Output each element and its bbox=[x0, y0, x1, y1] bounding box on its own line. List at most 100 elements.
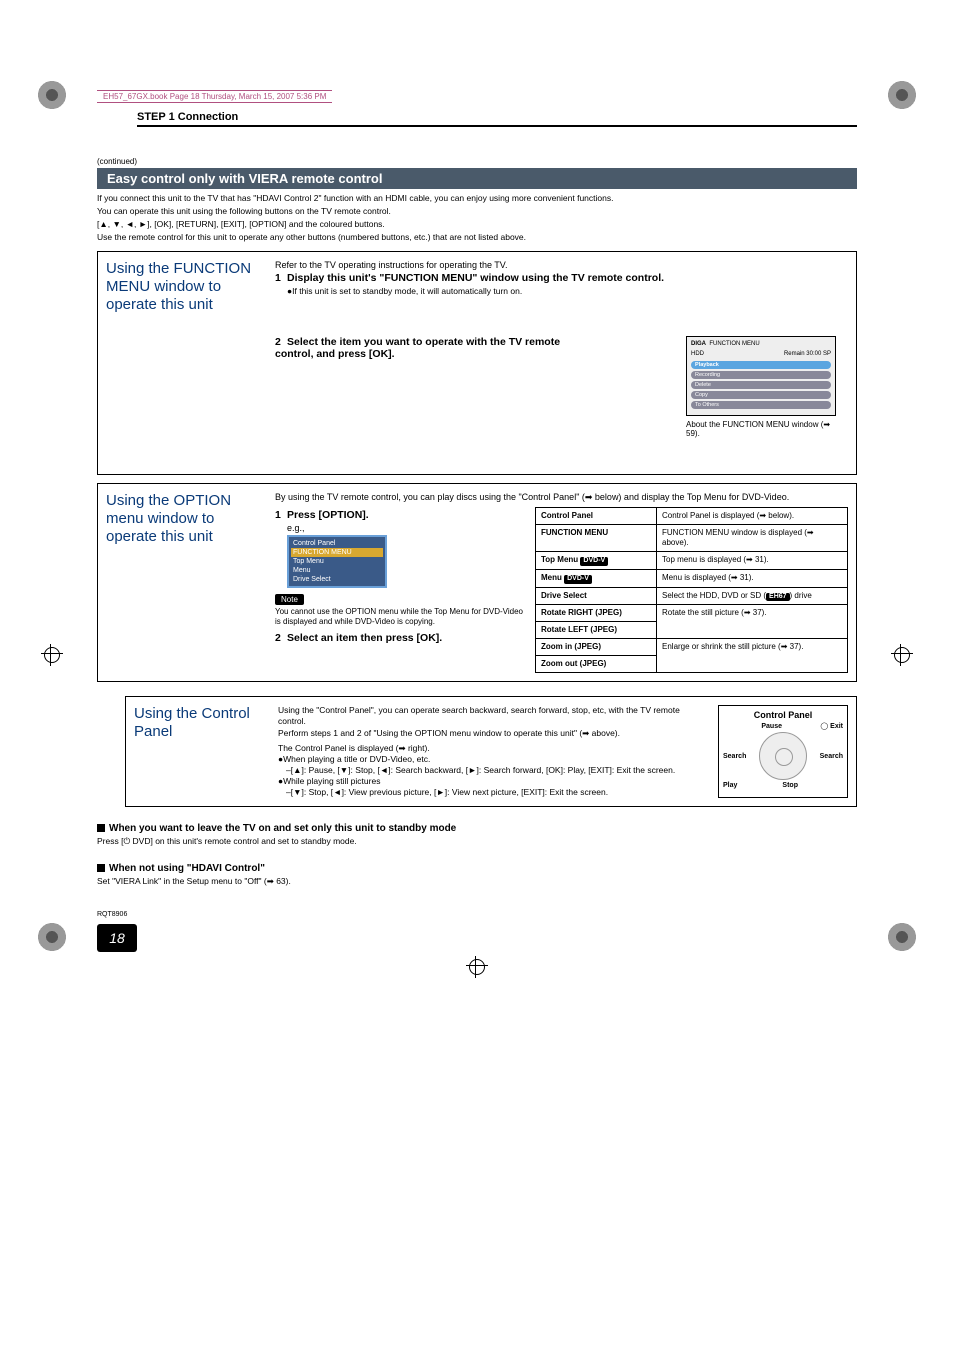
page-number: 18 bbox=[97, 924, 137, 952]
sub-heading: When you want to leave the TV on and set… bbox=[97, 823, 857, 834]
panel-title: Control Panel bbox=[723, 710, 843, 720]
crop-mark-bl bbox=[37, 922, 67, 952]
step-text: Display this unit's "FUNCTION MENU" wind… bbox=[287, 272, 664, 284]
table-row: Drive Select Select the HDD, DVD or SD (… bbox=[536, 587, 848, 605]
section-header: STEP 1 Connection bbox=[137, 111, 857, 127]
step-heading: 1Display this unit's "FUNCTION MENU" win… bbox=[275, 272, 848, 284]
model-badge: EH67 bbox=[766, 593, 790, 602]
format-badge: DVD-V bbox=[580, 557, 608, 566]
drive-label: HDD bbox=[691, 351, 704, 357]
pre-text: Refer to the TV operating instructions f… bbox=[275, 260, 848, 270]
func-item: To Others bbox=[691, 401, 831, 409]
option-key: FUNCTION MENU bbox=[536, 525, 657, 552]
table-row: Zoom in (JPEG) Enlarge or shrink the sti… bbox=[536, 639, 848, 656]
section-function-menu: Using the FUNCTION MENU window to operat… bbox=[97, 251, 857, 475]
format-badge: DVD-V bbox=[564, 575, 592, 584]
body-text: Perform steps 1 and 2 of "Using the OPTI… bbox=[278, 728, 706, 739]
step-heading: 2Select the item you want to operate wit… bbox=[275, 336, 595, 360]
step-text: Select an item then press [OK]. bbox=[287, 632, 442, 644]
option-desc: Top menu is displayed (➡ 31). bbox=[657, 552, 848, 570]
option-key: Menu DVD-V bbox=[536, 569, 657, 587]
popup-item: Drive Select bbox=[291, 575, 383, 584]
remain-label: Remain 30:00 SP bbox=[784, 351, 831, 357]
body-text: The Control Panel is displayed (➡ right)… bbox=[278, 743, 706, 754]
body-text: ●While playing still pictures bbox=[278, 776, 706, 787]
intro-line: [▲, ▼, ◄, ►], [OK], [RETURN], [EXIT], [O… bbox=[97, 219, 857, 230]
option-key: Rotate LEFT (JPEG) bbox=[536, 622, 657, 639]
func-item: Playback bbox=[691, 361, 831, 369]
section-option-menu: Using the OPTION menu window to operate … bbox=[97, 483, 857, 682]
book-meta: EH57_67GX.book Page 18 Thursday, March 1… bbox=[97, 90, 332, 103]
note-label: Note bbox=[275, 594, 304, 605]
popup-item-selected: FUNCTION MENU bbox=[291, 548, 383, 557]
sub-text: Set "VIERA Link" in the Setup menu to "O… bbox=[97, 876, 857, 887]
body-text: Using the "Control Panel", you can opera… bbox=[278, 705, 706, 727]
section-control-panel: Using the Control Panel Using the "Contr… bbox=[125, 696, 857, 806]
pause-label: Pause bbox=[761, 723, 782, 730]
intro-line: Use the remote control for this unit to … bbox=[97, 232, 857, 243]
crop-mark-tl bbox=[37, 80, 67, 110]
search-label: Search bbox=[723, 753, 746, 760]
table-row: FUNCTION MENU FUNCTION MENU window is di… bbox=[536, 525, 848, 552]
table-row: Top Menu DVD-V Top menu is displayed (➡ … bbox=[536, 552, 848, 570]
option-desc: Control Panel is displayed (➡ below). bbox=[657, 508, 848, 525]
registration-mark-right bbox=[887, 640, 917, 670]
option-key: Drive Select bbox=[536, 587, 657, 605]
function-menu-illustration: DIGA FUNCTION MENU HDD Remain 30:00 SP P… bbox=[686, 336, 836, 438]
exit-label: Exit bbox=[830, 723, 843, 730]
step-text: Press [OPTION]. bbox=[287, 509, 369, 521]
intro-block: If you connect this unit to the TV that … bbox=[97, 193, 857, 243]
note-text: You cannot use the OPTION menu while the… bbox=[275, 607, 525, 626]
option-key: Zoom in (JPEG) bbox=[536, 639, 657, 656]
option-desc: FUNCTION MENU window is displayed (➡ abo… bbox=[657, 525, 848, 552]
option-key: Control Panel bbox=[536, 508, 657, 525]
intro-line: You can operate this unit using the foll… bbox=[97, 206, 857, 217]
body-text: –[▲]: Pause, [▼]: Stop, [◄]: Search back… bbox=[286, 765, 706, 776]
body-text: ●When playing a title or DVD-Video, etc. bbox=[278, 754, 706, 765]
section-title: Using the FUNCTION MENU window to operat… bbox=[106, 260, 261, 466]
func-item: Delete bbox=[691, 381, 831, 389]
intro-line: If you connect this unit to the TV that … bbox=[97, 193, 857, 204]
crop-mark-tr bbox=[887, 80, 917, 110]
square-bullet-icon bbox=[97, 864, 105, 872]
registration-mark-bottom bbox=[462, 952, 492, 982]
option-key: Rotate RIGHT (JPEG) bbox=[536, 605, 657, 622]
popup-item: Top Menu bbox=[291, 557, 383, 566]
brand-label: DIGA FUNCTION MENU bbox=[691, 341, 760, 347]
continued-label: (continued) bbox=[97, 157, 857, 166]
section-intro: By using the TV remote control, you can … bbox=[275, 492, 848, 503]
body-text: –[▼]: Stop, [◄]: View previous picture, … bbox=[286, 787, 706, 798]
sub-text: Press [⏻ DVD] on this unit's remote cont… bbox=[97, 836, 857, 847]
option-key: Top Menu DVD-V bbox=[536, 552, 657, 570]
option-key: Zoom out (JPEG) bbox=[536, 656, 657, 673]
square-bullet-icon bbox=[97, 824, 105, 832]
table-row: Rotate RIGHT (JPEG) Rotate the still pic… bbox=[536, 605, 848, 622]
dpad-icon bbox=[759, 732, 807, 780]
option-desc: Select the HDD, DVD or SD (EH67) drive bbox=[657, 587, 848, 605]
func-item: Recording bbox=[691, 371, 831, 379]
option-popup-illustration: Control Panel FUNCTION MENU Top Menu Men… bbox=[287, 535, 387, 588]
illustration-caption: About the FUNCTION MENU window (➡ 59). bbox=[686, 420, 836, 438]
section-title: Using the Control Panel bbox=[134, 705, 264, 797]
example-label: e.g., bbox=[287, 523, 525, 533]
step-heading: 2Select an item then press [OK]. bbox=[275, 632, 525, 644]
table-row: Control Panel Control Panel is displayed… bbox=[536, 508, 848, 525]
document-code: RQT8906 bbox=[97, 911, 857, 918]
table-row: Menu DVD-V Menu is displayed (➡ 31). bbox=[536, 569, 848, 587]
control-panel-illustration: Control Panel Pause ◯ Exit Search Search… bbox=[718, 705, 848, 797]
options-table: Control Panel Control Panel is displayed… bbox=[535, 507, 848, 673]
search-label: Search bbox=[820, 753, 843, 760]
func-item: Copy bbox=[691, 391, 831, 399]
section-title: Using the OPTION menu window to operate … bbox=[106, 492, 261, 673]
crop-mark-br bbox=[887, 922, 917, 952]
option-desc: Menu is displayed (➡ 31). bbox=[657, 569, 848, 587]
option-desc: Rotate the still picture (➡ 37). bbox=[657, 605, 848, 639]
title-bar: Easy control only with VIERA remote cont… bbox=[97, 168, 857, 189]
sub-heading: When not using "HDAVI Control" bbox=[97, 863, 857, 874]
step-heading: 1Press [OPTION]. bbox=[275, 509, 525, 521]
registration-mark-left bbox=[37, 640, 67, 670]
popup-item: Control Panel bbox=[291, 539, 383, 548]
option-desc: Enlarge or shrink the still picture (➡ 3… bbox=[657, 639, 848, 673]
step-text: Select the item you want to operate with… bbox=[275, 336, 560, 360]
stop-label: Stop bbox=[782, 782, 798, 789]
